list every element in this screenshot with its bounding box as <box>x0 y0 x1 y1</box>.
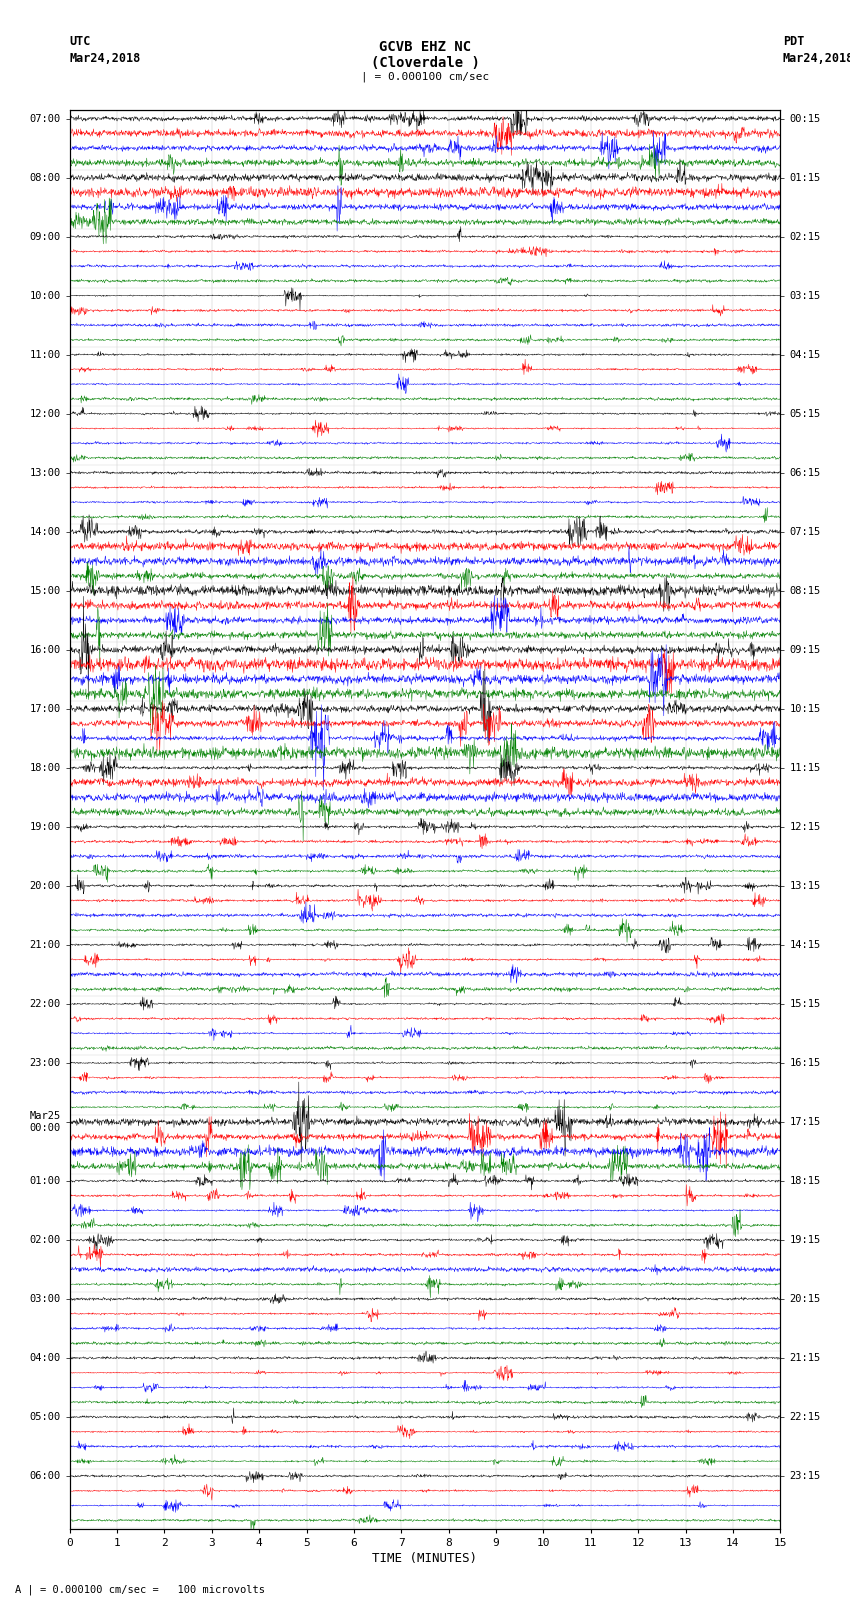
Text: Mar24,2018: Mar24,2018 <box>70 52 141 65</box>
Text: PDT: PDT <box>783 35 804 48</box>
Text: UTC: UTC <box>70 35 91 48</box>
Text: A | = 0.000100 cm/sec =   100 microvolts: A | = 0.000100 cm/sec = 100 microvolts <box>15 1584 265 1595</box>
Text: GCVB EHZ NC: GCVB EHZ NC <box>379 39 471 53</box>
Text: | = 0.000100 cm/sec: | = 0.000100 cm/sec <box>361 71 489 82</box>
Text: (Cloverdale ): (Cloverdale ) <box>371 56 479 69</box>
Text: Mar24,2018: Mar24,2018 <box>783 52 850 65</box>
X-axis label: TIME (MINUTES): TIME (MINUTES) <box>372 1552 478 1565</box>
